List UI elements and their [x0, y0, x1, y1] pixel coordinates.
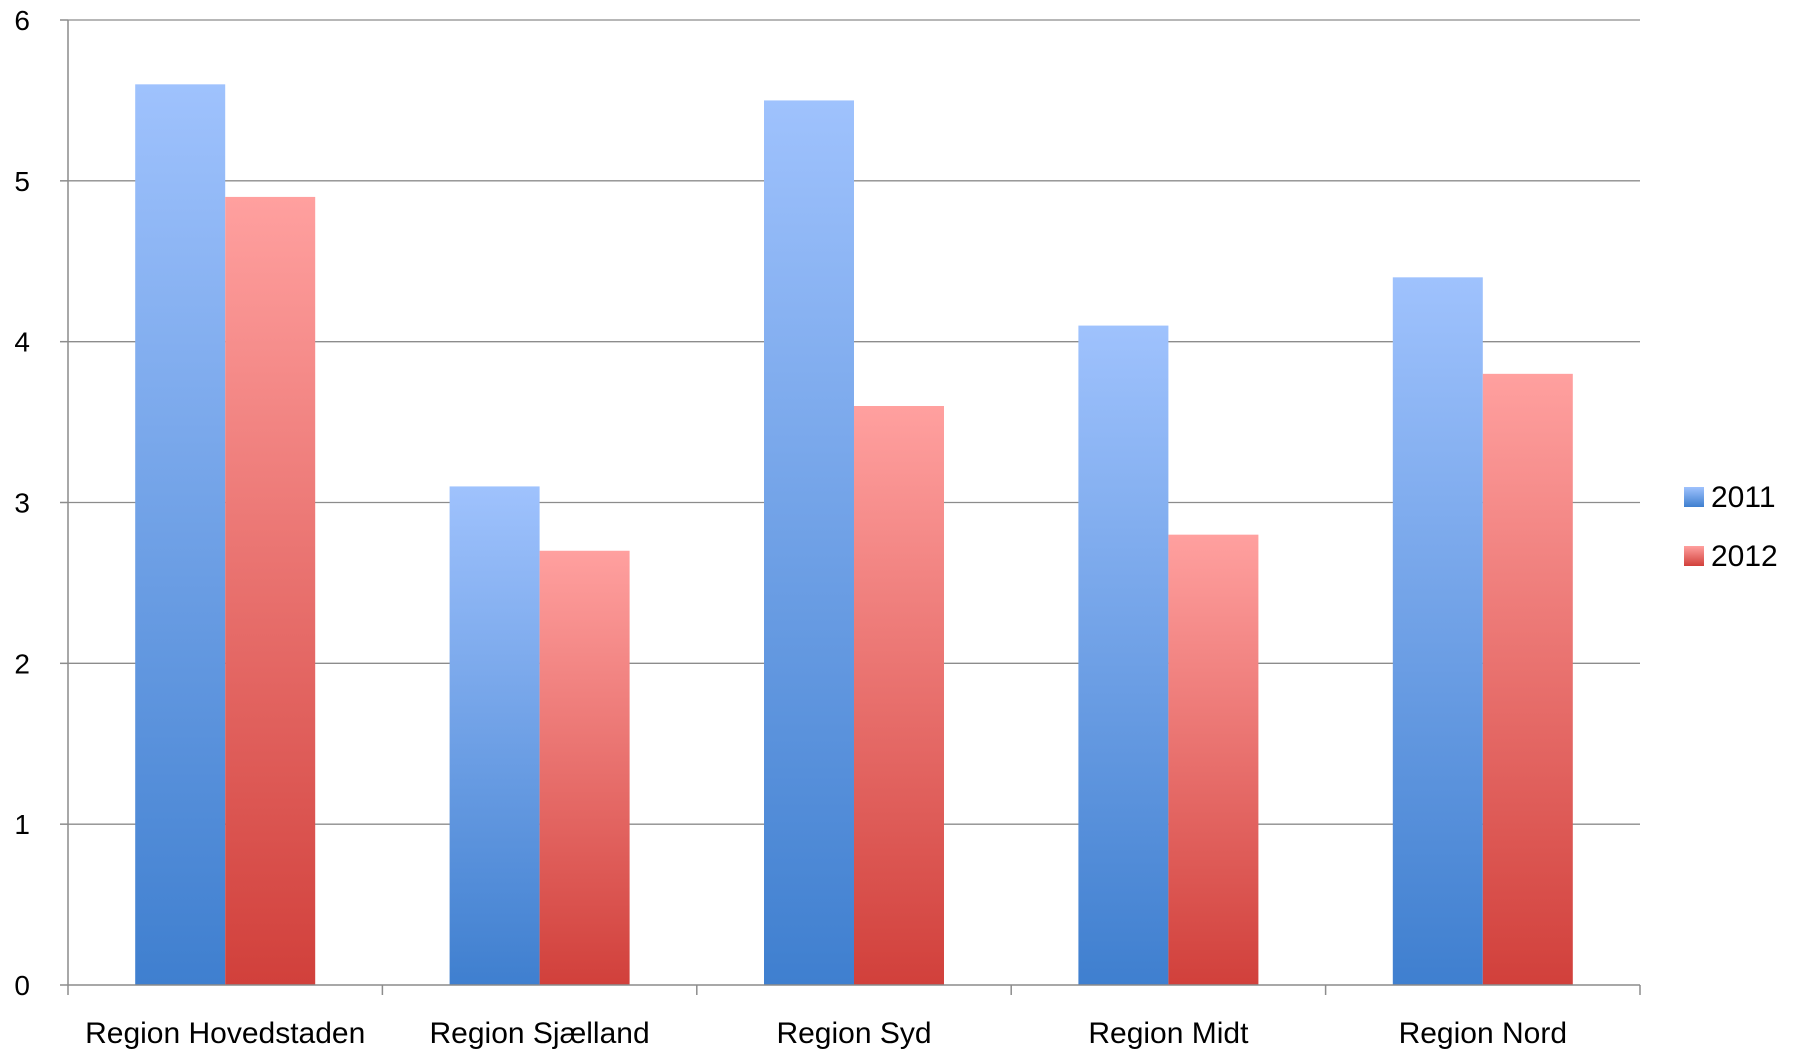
bar-2012-2 [854, 406, 944, 985]
y-tick-label: 1 [14, 809, 30, 840]
axes [60, 19, 1641, 995]
y-tick-label: 2 [14, 648, 30, 679]
bar-2011-3 [1078, 325, 1169, 985]
y-tick-label: 5 [14, 166, 30, 197]
y-tick-label: 0 [14, 970, 30, 1001]
bar-2012-4 [1482, 373, 1573, 985]
x-axis-categories: Region Hovedstaden Region Sjælland Region … [85, 1017, 1567, 1050]
bar-2012-0 [225, 196, 316, 985]
bar-2011-1 [449, 486, 540, 985]
x-category-label: Region Sjælland [430, 1017, 650, 1050]
bar-2011-4 [1392, 277, 1483, 985]
legend-label-2011: 2011 [1711, 481, 1776, 514]
x-category-label: Region Hovedstaden [85, 1017, 365, 1050]
x-category-label: Region Syd [776, 1017, 931, 1050]
bar-2011-0 [135, 84, 226, 986]
y-tick-label: 4 [14, 327, 30, 358]
y-tick-label: 6 [14, 5, 30, 36]
bar-2011-2 [764, 100, 854, 985]
x-category-label: Region Nord [1399, 1017, 1567, 1050]
legend: 2011 2012 [1684, 481, 1778, 573]
legend-label-2012: 2012 [1711, 540, 1778, 573]
x-category-label: Region Midt [1088, 1017, 1249, 1050]
bars [135, 84, 1573, 986]
legend-swatch-2012 [1684, 546, 1704, 566]
y-tick-label: 3 [14, 488, 30, 519]
bar-2012-1 [539, 550, 630, 985]
legend-swatch-2011 [1684, 487, 1704, 507]
y-axis-ticks: 0 1 2 3 4 5 6 [14, 5, 30, 1001]
bar-2012-3 [1168, 534, 1259, 985]
